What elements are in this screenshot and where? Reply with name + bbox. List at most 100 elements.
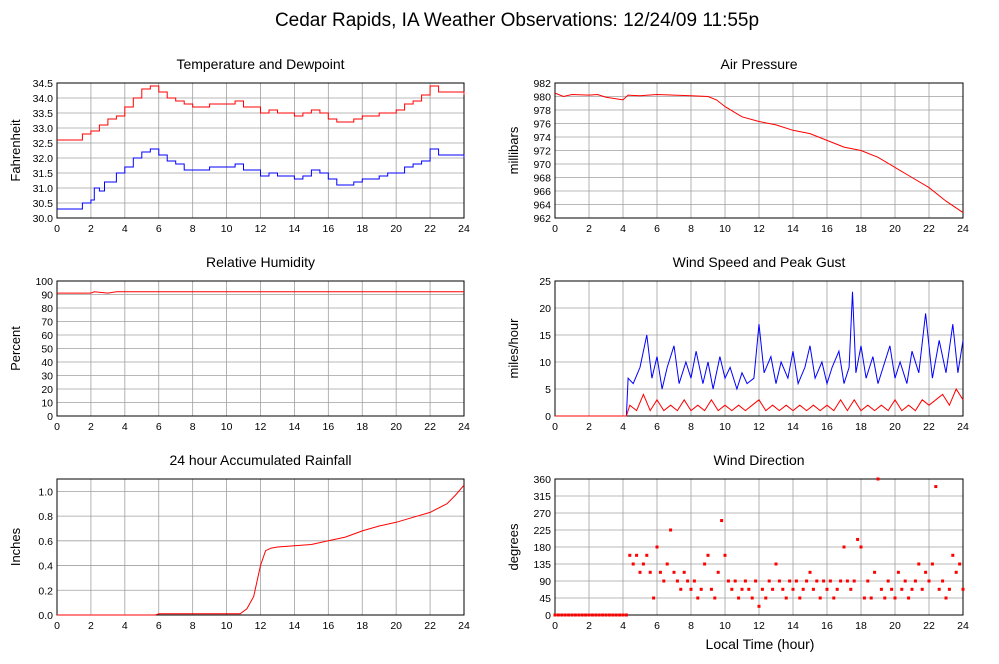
x-tick-label: 6 [654,620,660,632]
x-tick-label: 20 [390,421,402,433]
data-point [856,537,860,541]
x-tick-label: 0 [552,421,558,433]
y-tick-label: 315 [533,491,551,503]
plot-frame [56,478,465,616]
data-point [828,579,832,583]
x-tick-label: 4 [122,421,128,433]
x-tick-label: 18 [855,421,867,433]
x-tick-label: 6 [156,421,162,433]
data-point [760,587,764,591]
data-point [577,613,581,617]
data-point [563,613,567,617]
data-point [624,613,628,617]
y-tick-label: 360 [533,474,551,486]
y-axis-label: Fahrenheit [8,119,23,182]
y-tick-label: 135 [533,559,551,571]
x-tick-label: 16 [322,421,334,433]
data-point [924,570,928,574]
y-tick-label: 966 [533,186,551,198]
data-point [822,579,826,583]
x-tick-label: 4 [122,223,128,235]
data-point [920,587,924,591]
x-tick-label: 10 [221,620,233,632]
data-point [852,579,856,583]
x-tick-label: 24 [458,421,470,433]
y-tick-label: 970 [533,159,551,171]
y-tick-label: 0.2 [38,585,53,597]
data-point [839,579,843,583]
data-point [757,604,761,608]
y-tick-label: 100 [35,276,53,288]
x-tick-label: 18 [855,223,867,235]
y-tick-label: 0.0 [38,610,53,622]
data-point [570,613,574,617]
x-tick-label: 24 [957,620,969,632]
data-point [890,587,894,591]
data-point [879,587,883,591]
x-tick-label: 20 [889,223,901,235]
data-point [791,587,795,591]
data-point [764,596,768,600]
x-tick-label: 6 [156,620,162,632]
x-axis-label-local-time: Local Time (hour) [706,636,815,652]
data-point [951,553,955,557]
data-point [682,570,686,574]
data-point [818,596,822,600]
y-tick-label: 0 [545,610,551,622]
data-point [706,553,710,557]
data-point [655,545,659,549]
data-point [900,587,904,591]
data-point [696,596,700,600]
x-tick-label: 16 [821,421,833,433]
y-tick-label: 70 [41,317,53,329]
series-line [555,387,964,417]
y-axis-label: miles/hour [506,318,521,379]
y-tick-label: 30 [41,371,53,383]
y-tick-label: 31.0 [33,183,54,195]
data-point [733,579,737,583]
x-tick-label: 0 [54,620,60,632]
data-point [594,613,598,617]
y-tick-label: 964 [533,200,551,212]
data-point [805,579,809,583]
data-point [893,596,897,600]
x-tick-label: 20 [889,421,901,433]
x-tick-label: 6 [654,421,660,433]
x-tick-label: 2 [586,223,592,235]
plot-frame [554,82,964,219]
x-tick-label: 8 [688,421,694,433]
x-tick-label: 20 [390,223,402,235]
y-tick-label: 968 [533,173,551,185]
data-point [771,587,775,591]
data-point [573,613,577,617]
series-line [57,85,465,141]
x-tick-label: 0 [54,223,60,235]
data-point [927,579,931,583]
data-point [669,528,673,532]
data-point [703,562,707,566]
data-point [876,477,880,481]
x-tick-label: 12 [255,421,267,433]
data-point [699,587,703,591]
data-point [944,596,948,600]
y-axis-label: Percent [8,326,23,371]
data-point [641,562,645,566]
y-tick-label: 33.5 [33,108,54,120]
data-point [686,579,690,583]
x-tick-label: 2 [586,620,592,632]
data-point [808,570,812,574]
x-tick-label: 10 [221,223,233,235]
page-title: Cedar Rapids, IA Weather Observations: 1… [275,10,759,31]
y-tick-label: 31.5 [33,168,54,180]
data-point [747,587,751,591]
data-point [774,562,778,566]
y-axis-label: Inches [8,527,23,566]
x-tick-label: 8 [190,223,196,235]
data-point [658,570,662,574]
x-tick-label: 4 [620,620,626,632]
y-axis-label: degrees [506,523,521,570]
y-tick-label: 60 [41,330,53,342]
